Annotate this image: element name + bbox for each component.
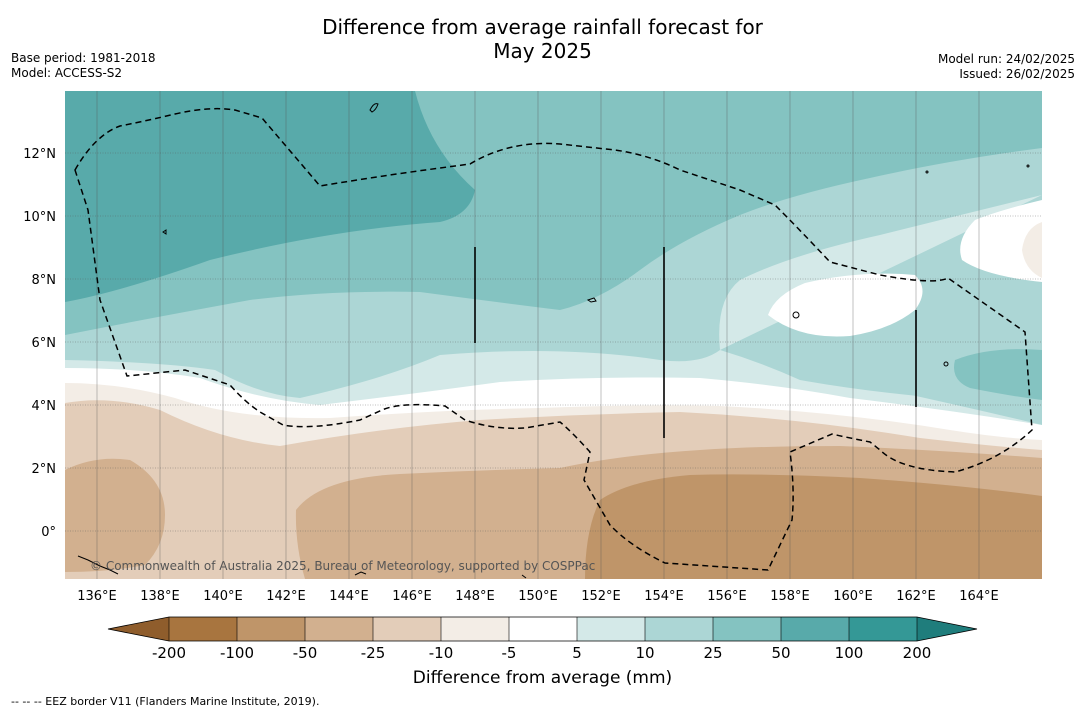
colorbar-cell xyxy=(305,617,373,641)
colorbar-labels: -200 -100 -50 -25 -10 -5 5 10 25 50 100 … xyxy=(152,644,931,662)
colorbar-label: -100 xyxy=(220,644,254,662)
y-tick: 6°N xyxy=(32,336,57,351)
map-title: Difference from average rainfall forecas… xyxy=(0,15,1085,63)
band-neg5-5-island xyxy=(768,273,923,337)
rainfall-map xyxy=(65,91,1042,579)
y-tick: 0° xyxy=(41,525,56,540)
colorbar-cell xyxy=(373,617,441,641)
colorbar-extend-low xyxy=(108,617,169,641)
band-neg5-5-east xyxy=(960,200,1042,282)
colorbar-cell xyxy=(237,617,305,641)
map-title-line2: May 2025 xyxy=(493,39,592,63)
colorbar-label: -5 xyxy=(502,644,517,662)
x-tick: 164°E xyxy=(959,589,999,604)
eez-border xyxy=(74,107,1033,571)
x-tick: 140°E xyxy=(203,589,243,604)
footnote: -- -- -- EEZ border V11 (Flanders Marine… xyxy=(11,695,320,708)
islands xyxy=(77,103,1030,579)
x-tick: 142°E xyxy=(266,589,306,604)
model-run-label: Model run: 24/02/2025 xyxy=(937,52,1075,66)
x-tick: 136°E xyxy=(77,589,117,604)
eez-straight-segments xyxy=(474,247,917,438)
band-25-50-east xyxy=(954,349,1042,400)
base-period-label: Base period: 1981-2018 xyxy=(11,51,156,65)
x-tick: 150°E xyxy=(518,589,558,604)
colorbar-cell xyxy=(509,617,577,641)
issued-label: Issued: 26/02/2025 xyxy=(959,67,1075,81)
latitude-lines xyxy=(65,152,1042,532)
band-neg100-neg50 xyxy=(585,474,1042,579)
colorbar-label: 100 xyxy=(835,644,864,662)
colorbar-label: 50 xyxy=(771,644,790,662)
meta-right: Model run: 24/02/2025 Issued: 26/02/2025 xyxy=(938,52,1075,82)
y-tick: 10°N xyxy=(23,210,56,225)
y-tick: 12°N xyxy=(23,147,56,162)
colorbar-label: 10 xyxy=(635,644,654,662)
map-title-line1: Difference from average rainfall forecas… xyxy=(322,15,763,39)
legend-title: Difference from average (mm) xyxy=(412,668,673,688)
x-tick: 152°E xyxy=(581,589,621,604)
y-tick: 2°N xyxy=(32,462,57,477)
x-tick: 162°E xyxy=(896,589,936,604)
x-tick: 144°E xyxy=(329,589,369,604)
colorbar-dividers xyxy=(168,617,918,641)
colorbar-label: 25 xyxy=(703,644,722,662)
colorbar-cell xyxy=(577,617,645,641)
y-tick: 4°N xyxy=(32,399,57,414)
x-tick: 146°E xyxy=(392,589,432,604)
colorbar-cell xyxy=(441,617,509,641)
colorbar-label: -10 xyxy=(429,644,454,662)
x-tick: 156°E xyxy=(707,589,747,604)
x-tick: 158°E xyxy=(770,589,810,604)
colorbar-cell xyxy=(781,617,849,641)
band-neg50-neg25-west xyxy=(65,458,165,572)
colorbar-label: 5 xyxy=(572,644,582,662)
x-tick: 160°E xyxy=(833,589,873,604)
colorbar-extend-high xyxy=(917,617,977,641)
band-10-25-east xyxy=(770,305,1042,425)
copyright-text: © Commonwealth of Australia 2025, Bureau… xyxy=(90,559,595,573)
colorbar xyxy=(107,616,978,642)
x-tick: 148°E xyxy=(455,589,495,604)
colorbar-cell xyxy=(849,617,917,641)
colorbar-label: -25 xyxy=(361,644,386,662)
x-tick: 154°E xyxy=(644,589,684,604)
y-tick: 8°N xyxy=(32,273,57,288)
x-axis-ticks: 136°E 138°E 140°E 142°E 144°E 146°E 148°… xyxy=(77,589,999,604)
band-neg10-neg5-east xyxy=(1022,222,1042,278)
colorbar-cell xyxy=(169,617,237,641)
meta-left: Base period: 1981-2018 Model: ACCESS-S2 xyxy=(11,51,156,81)
colorbar-label: -200 xyxy=(152,644,186,662)
model-label: Model: ACCESS-S2 xyxy=(11,66,123,80)
x-tick: 138°E xyxy=(140,589,180,604)
y-axis-ticks: 12°N 10°N 8°N 6°N 4°N 2°N 0° xyxy=(23,147,56,540)
band-50-100-northwest xyxy=(65,91,475,302)
colorbar-label: -50 xyxy=(293,644,318,662)
colorbar-cell xyxy=(645,617,713,641)
colorbar-cell xyxy=(713,617,781,641)
colorbar-label: 200 xyxy=(903,644,932,662)
